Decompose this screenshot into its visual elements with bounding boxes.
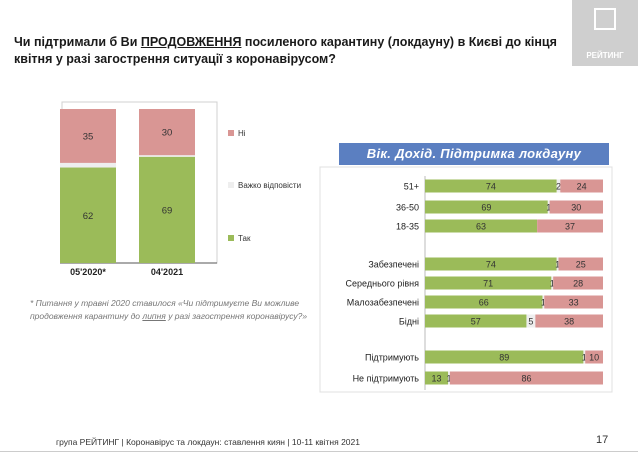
- hbar-1-3-seg-1: [526, 314, 536, 328]
- legend-swatch-1: [228, 182, 234, 188]
- y-category-label: Забезпечені: [368, 259, 419, 269]
- hbar-value-label: 74: [486, 181, 496, 191]
- hbar-value-label: 66: [479, 297, 489, 307]
- rating-logo: РЕЙТИНГ: [572, 0, 638, 66]
- hbar-2-0-seg-2: [585, 350, 603, 364]
- hbar-1-0-seg-0: [425, 257, 557, 271]
- breakdown-banner: Вік. Дохід. Підтримка локдауну: [339, 143, 609, 165]
- logo-text: РЕЙТИНГ: [586, 51, 624, 60]
- hbar-1-0-seg-1: [556, 257, 559, 271]
- hbar-value-label: 37: [565, 221, 575, 231]
- hbar-value-label: 1: [550, 278, 555, 288]
- hbar-value-label: 13: [432, 373, 442, 383]
- hbar-value-label: 74: [486, 259, 496, 269]
- hbar-value-label: 10: [589, 352, 599, 362]
- bar-0-seg-0: [60, 167, 116, 263]
- hbar-2-1-seg-2: [449, 371, 603, 385]
- legend-swatch-0: [228, 235, 234, 241]
- chart-title: Чи підтримали б Ви ПРОДОВЖЕННЯ посиленог…: [14, 35, 557, 66]
- y-category-label: Підтримують: [365, 352, 419, 362]
- bar-value-label: 62: [83, 211, 94, 222]
- hbar-1-1-seg-0: [425, 276, 552, 290]
- hbar-value-label: 1: [447, 373, 452, 383]
- hbar-value-label: 2: [556, 181, 561, 191]
- bar-1-seg-1: [139, 155, 195, 157]
- hbar-1-1-seg-2: [553, 276, 603, 290]
- hbar-1-3-seg-2: [535, 314, 603, 328]
- y-category-label: Не підтримують: [353, 373, 420, 383]
- bar-value-label: 69: [162, 205, 173, 216]
- hbar-1-2-seg-0: [425, 295, 543, 309]
- hbar-value-label: 38: [564, 316, 574, 326]
- logo-mark-icon: [594, 8, 616, 30]
- hbar-value-label: 33: [569, 297, 579, 307]
- y-category-label: Бідні: [399, 316, 419, 326]
- hbar-value-label: 69: [481, 202, 491, 212]
- hbar-0-1-seg-1: [547, 200, 550, 214]
- bar-1-seg-0: [139, 156, 195, 263]
- legend-label-2: Ні: [238, 129, 246, 138]
- hbar-2-0-seg-1: [583, 350, 586, 364]
- page-number: 17: [596, 434, 609, 446]
- hbar-0-0-seg-1: [556, 179, 561, 193]
- hbar-1-0-seg-2: [558, 257, 603, 271]
- hbar-value-label: 30: [571, 202, 581, 212]
- hbar-2-1-seg-1: [448, 371, 450, 385]
- hbar-value-label: 1: [555, 259, 560, 269]
- legend-swatch-2: [228, 130, 234, 136]
- x-tick-label: 05'2020*: [70, 267, 106, 277]
- hbar-1-2-seg-1: [542, 295, 545, 309]
- hbar-value-label: 89: [499, 352, 509, 362]
- hbar-0-1-seg-2: [549, 200, 603, 214]
- x-tick-label: 04'2021: [151, 267, 183, 277]
- right-panel-frame: [319, 166, 613, 393]
- hbar-0-0-seg-0: [425, 179, 557, 193]
- hbar-2-1-seg-0: [425, 371, 449, 385]
- hbar-value-label: 57: [471, 316, 481, 326]
- y-category-label: 36-50: [396, 202, 419, 212]
- footnote: * Питання у травні 2020 ставилося «Чи пі…: [30, 298, 308, 321]
- hbar-value-label: 71: [483, 278, 493, 288]
- y-category-label: Малозабезпечені: [347, 297, 419, 307]
- hbar-0-1-seg-0: [425, 200, 548, 214]
- bar-value-label: 35: [83, 131, 94, 142]
- hbar-value-label: 1: [582, 352, 587, 362]
- y-category-label: 18-35: [396, 221, 419, 231]
- y-category-label: Середнього рівня: [346, 278, 420, 288]
- hbar-value-label: 28: [573, 278, 583, 288]
- footer-divider: [0, 451, 638, 452]
- y-category-label: 51+: [404, 181, 419, 191]
- hbar-value-label: 24: [577, 181, 587, 191]
- bar-1-seg-2: [139, 109, 195, 156]
- hbar-0-2-seg-0: [425, 219, 538, 233]
- bar-0-seg-1: [60, 162, 116, 168]
- hbar-0-0-seg-2: [560, 179, 603, 193]
- hbar-value-label: 25: [576, 259, 586, 269]
- hbar-0-2-seg-2: [537, 219, 603, 233]
- hbar-value-label: 86: [521, 373, 531, 383]
- hbar-value-label: 1: [546, 202, 551, 212]
- legend-label-1: Важко відповісти: [238, 181, 301, 190]
- hbar-1-3-seg-0: [425, 314, 527, 328]
- hbar-2-0-seg-0: [425, 350, 584, 364]
- legend-label-0: Так: [238, 234, 251, 243]
- hbar-value-label: 63: [476, 221, 486, 231]
- bar-value-label: 30: [162, 128, 173, 139]
- hbar-1-2-seg-2: [544, 295, 603, 309]
- hbar-1-1-seg-1: [551, 276, 554, 290]
- bar-0-seg-2: [60, 109, 116, 163]
- hbar-value-label: 5: [528, 316, 533, 326]
- hbar-value-label: 1: [541, 297, 546, 307]
- footer-text: група РЕЙТИНГ | Коронавірус та локдаун: …: [56, 437, 360, 447]
